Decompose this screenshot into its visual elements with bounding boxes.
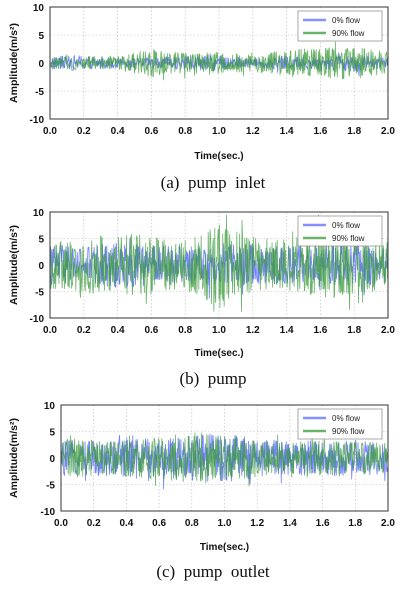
x-axis-label: Time(sec.) <box>200 542 249 553</box>
x-tick-label: 1.2 <box>246 126 260 137</box>
legend-box <box>297 408 383 440</box>
x-axis-label: Time(sec.) <box>194 151 243 162</box>
legend-label: 0% flow <box>332 221 360 230</box>
legend-label: 90% flow <box>332 234 365 243</box>
y-tick-label: -10 <box>30 115 45 126</box>
x-tick-label: 1.2 <box>246 325 260 336</box>
x-tick-label: 0.2 <box>77 126 91 137</box>
plot-frame <box>49 211 389 319</box>
plot-frame <box>49 6 389 120</box>
y-axis-label: Amplitude(m/s²) <box>8 418 20 498</box>
y-tick-label: 5 <box>38 31 44 42</box>
x-tick-label: 1.4 <box>283 518 297 529</box>
chart-panel-1: 10 5 0 -5 -100.0 0.2 0.4 0.6 0.8 1.0 1.2 1.4 1.6 1.8 2… <box>8 3 395 192</box>
y-tick-label: 10 <box>33 3 45 14</box>
y-tick-label: 0 <box>49 454 55 465</box>
series-line-2 <box>49 214 389 312</box>
y-tick-label: -5 <box>35 87 44 98</box>
legend-label: 90% flow <box>332 29 365 38</box>
panel-caption: (c) pump outlet <box>156 562 270 581</box>
x-tick-label: 1.6 <box>316 518 330 529</box>
x-tick-label: 0.8 <box>178 126 192 137</box>
x-tick-label: 1.6 <box>313 325 327 336</box>
legend-label: 90% flow <box>332 427 365 436</box>
series-line-1 <box>49 52 389 76</box>
chart-panel-3: 10 5 0 -5 -100.0 0.2 0.4 0.6 0.8 1.0 1.2 1.4 1.6 1.8 2… <box>8 401 395 581</box>
x-tick-label: 1.8 <box>347 126 361 137</box>
x-tick-label: 0.6 <box>152 518 166 529</box>
y-tick-label: 5 <box>38 235 44 246</box>
x-tick-label: 0.8 <box>185 518 199 529</box>
x-tick-label: 2.0 <box>381 126 395 137</box>
legend-box <box>297 215 383 247</box>
series-line-2 <box>60 431 389 487</box>
x-tick-label: 1.6 <box>313 126 327 137</box>
y-tick-label: 10 <box>33 208 45 219</box>
x-axis-label: Time(sec.) <box>194 348 243 359</box>
chart-panel-2: 10 5 0 -5 -100.0 0.2 0.4 0.6 0.8 1.0 1.2 1.4 1.6 1.8 2… <box>8 208 395 388</box>
series-line-1 <box>60 433 389 490</box>
x-tick-label: 1.8 <box>347 325 361 336</box>
legend-box <box>297 10 383 42</box>
x-tick-label: 0.4 <box>111 325 125 336</box>
x-tick-label: 0.0 <box>43 126 57 137</box>
plot-frame <box>60 404 389 512</box>
series-line-2 <box>49 41 389 81</box>
panel-caption: (a) pump inlet <box>161 173 266 192</box>
y-tick-label: -5 <box>35 288 44 299</box>
x-tick-label: 0.0 <box>54 518 68 529</box>
y-tick-label: -5 <box>46 481 55 492</box>
x-tick-label: 0.8 <box>178 325 192 336</box>
x-tick-label: 0.6 <box>144 325 158 336</box>
x-tick-label: 0.4 <box>119 518 133 529</box>
x-tick-label: 0.6 <box>144 126 158 137</box>
x-tick-label: 1.2 <box>250 518 264 529</box>
x-tick-label: 2.0 <box>381 325 395 336</box>
legend-label: 0% flow <box>332 16 360 25</box>
x-tick-label: 0.0 <box>43 325 57 336</box>
y-tick-label: -10 <box>41 507 56 518</box>
x-tick-label: 1.0 <box>218 518 232 529</box>
x-tick-label: 1.0 <box>212 325 226 336</box>
legend-label: 0% flow <box>332 414 360 423</box>
x-tick-label: 0.2 <box>87 518 101 529</box>
x-tick-label: 2.0 <box>381 518 395 529</box>
y-axis-label: Amplitude(m/s²) <box>8 225 20 305</box>
x-tick-label: 0.4 <box>111 126 125 137</box>
y-tick-label: 10 <box>44 401 56 412</box>
x-tick-label: 1.8 <box>348 518 362 529</box>
x-tick-label: 1.0 <box>212 126 226 137</box>
y-tick-label: 5 <box>49 428 55 439</box>
y-tick-label: 0 <box>38 59 44 70</box>
x-tick-label: 1.4 <box>280 126 294 137</box>
x-tick-label: 1.4 <box>280 325 294 336</box>
y-tick-label: 0 <box>38 261 44 272</box>
panel-caption: (b) pump <box>179 369 246 388</box>
x-tick-label: 0.2 <box>77 325 91 336</box>
y-axis-label: Amplitude(m/s²) <box>8 23 20 103</box>
y-tick-label: -10 <box>30 314 45 325</box>
